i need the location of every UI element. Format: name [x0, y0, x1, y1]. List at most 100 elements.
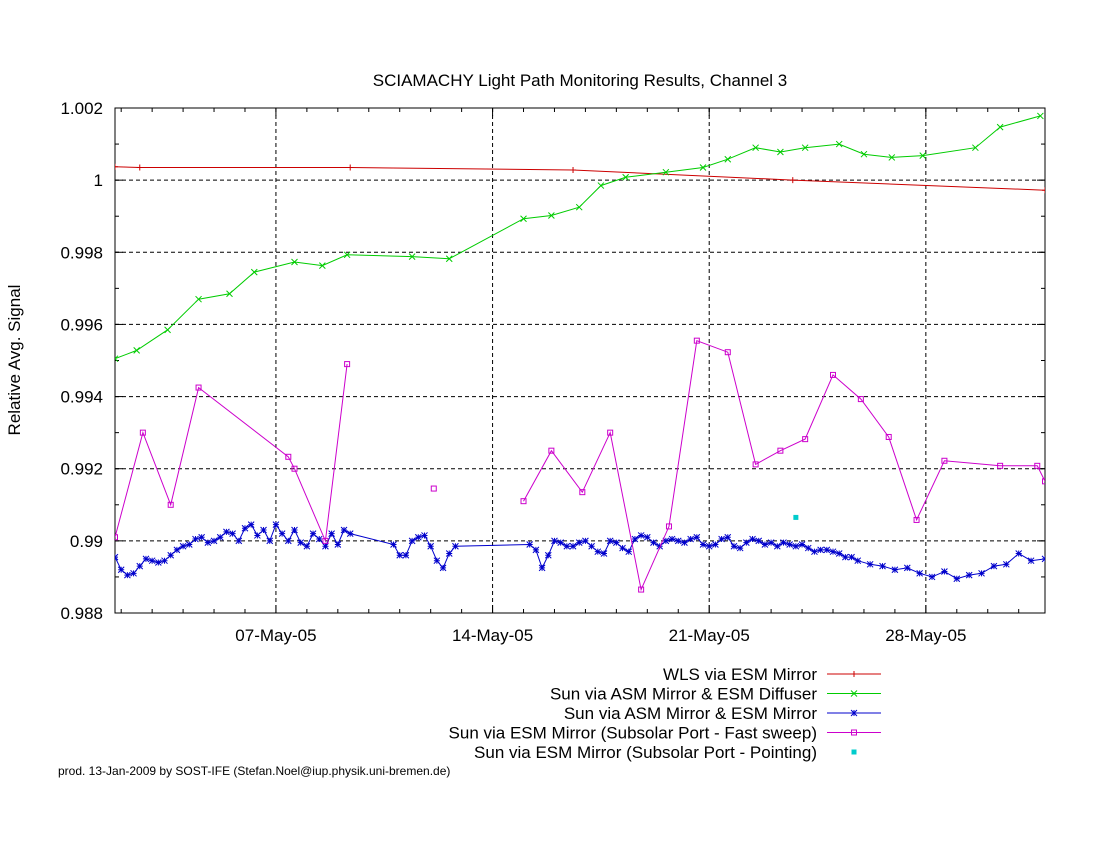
data-point — [319, 262, 326, 269]
series-4 — [793, 514, 799, 520]
chart-title: SCIAMACHY Light Path Monitoring Results,… — [373, 71, 788, 90]
data-point — [1041, 555, 1045, 563]
plot-border — [114, 107, 1046, 614]
data-point — [130, 569, 137, 577]
data-point — [811, 548, 818, 556]
series-3 — [115, 337, 1045, 593]
data-point — [115, 355, 119, 363]
data-point — [297, 539, 305, 547]
series-line — [115, 166, 1045, 191]
data-point — [687, 535, 694, 543]
data-point — [1037, 112, 1044, 120]
data-point — [340, 526, 348, 534]
data-point — [408, 537, 416, 545]
data-point — [250, 268, 258, 276]
data-point — [192, 535, 199, 543]
data-point — [115, 163, 118, 170]
data-point — [854, 557, 862, 565]
data-point — [216, 533, 224, 541]
data-point — [817, 546, 824, 554]
data-point — [430, 485, 437, 492]
data-point — [278, 530, 286, 537]
x-tick-label: 14-May-05 — [452, 626, 533, 645]
data-point — [538, 564, 546, 572]
data-point — [154, 559, 162, 566]
data-point — [712, 541, 719, 548]
data-point — [643, 533, 651, 541]
data-point — [631, 535, 639, 543]
data-point — [842, 553, 849, 561]
data-point — [594, 548, 602, 556]
data-point — [115, 553, 119, 561]
y-tick-label: 0.99 — [70, 532, 103, 551]
data-point — [445, 550, 453, 557]
y-tick-label: 0.992 — [60, 460, 103, 479]
data-point — [801, 144, 809, 152]
data-point — [520, 215, 527, 223]
data-point — [1002, 560, 1010, 568]
data-point — [1034, 462, 1041, 469]
data-point — [334, 541, 342, 548]
data-point — [699, 541, 707, 548]
data-point — [777, 148, 784, 156]
data-point — [421, 532, 428, 539]
data-point — [136, 164, 143, 171]
data-point — [210, 537, 218, 545]
data-point — [117, 566, 125, 574]
legend-label: Sun via ESM Mirror (Subsolar Port - Fast… — [449, 724, 817, 743]
data-point — [996, 123, 1004, 131]
data-point — [198, 533, 206, 541]
data-point — [637, 532, 645, 539]
data-point — [749, 535, 756, 543]
data-point — [532, 546, 540, 554]
data-point — [557, 539, 565, 547]
data-point — [284, 537, 292, 545]
x-tick-label: 28-May-05 — [885, 626, 966, 645]
legend-label: Sun via ASM Mirror & ESM Diffuser — [550, 685, 817, 704]
legend-marker — [851, 749, 857, 755]
data-point — [804, 544, 812, 552]
data-point — [204, 539, 212, 547]
data-point — [520, 498, 527, 505]
data-point — [891, 566, 899, 574]
y-tick-label: 0.998 — [60, 243, 103, 262]
plot-frame — [114, 107, 1046, 614]
data-point — [346, 530, 354, 537]
data-point — [705, 542, 713, 550]
y-axis: 0.988 0.99 0.992 0.994 0.996 0.998 1 1.002 — [60, 99, 1045, 623]
data-point — [309, 530, 317, 537]
data-point — [291, 465, 298, 472]
data-point — [802, 436, 809, 443]
data-point — [260, 526, 267, 534]
data-point — [396, 551, 404, 559]
data-point — [777, 447, 784, 454]
legend-marker — [851, 671, 857, 677]
data-point — [139, 429, 146, 436]
data-point — [798, 541, 806, 548]
data-point — [835, 550, 843, 557]
y-tick-label: 0.988 — [60, 604, 103, 623]
legend-marker — [851, 729, 857, 736]
data-point — [857, 396, 864, 403]
data-point — [773, 542, 781, 550]
data-point — [879, 562, 886, 570]
data-point — [780, 539, 787, 547]
data-point — [823, 546, 831, 554]
data-point — [570, 167, 577, 174]
legend-label: WLS via ESM Mirror — [663, 665, 817, 684]
data-point — [997, 462, 1004, 469]
data-point — [347, 164, 354, 171]
data-point — [613, 539, 620, 547]
data-point — [285, 453, 292, 460]
data-point — [303, 542, 311, 550]
data-point — [752, 144, 759, 152]
data-point — [551, 537, 558, 545]
data-point — [761, 541, 769, 548]
data-point — [414, 533, 422, 541]
data-point — [254, 532, 261, 539]
data-point — [161, 557, 168, 565]
production-footer: prod. 13-Jan-2009 by SOST-IFE (Stefan.No… — [58, 764, 451, 778]
data-point — [1042, 187, 1045, 194]
data-point — [693, 533, 701, 541]
data-point — [223, 528, 230, 536]
